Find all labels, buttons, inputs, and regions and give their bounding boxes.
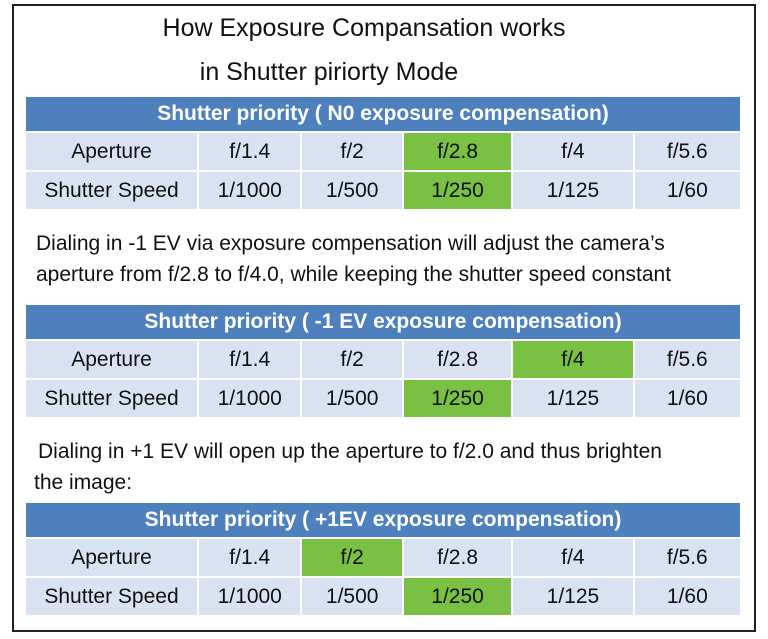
shutter-cell: 1/60	[634, 172, 741, 209]
table-minus-1-ev: Shutter priority ( -1 EV exposure compen…	[26, 305, 741, 417]
shutter-cell: 1/250	[403, 578, 512, 615]
shutter-cell: 1/1000	[199, 578, 301, 615]
shutter-speed-row: Shutter Speed 1/1000 1/500 1/250 1/125 1…	[26, 578, 741, 615]
paragraph-line: aperture from f/2.8 to f/4.0, while keep…	[36, 263, 672, 286]
shutter-cell: 1/500	[302, 578, 402, 615]
table-header: Shutter priority ( N0 exposure compensat…	[26, 97, 740, 131]
shutter-cell: 1/60	[634, 380, 741, 417]
aperture-cell: f/2	[302, 539, 402, 576]
aperture-cell: f/5.6	[634, 133, 741, 170]
shutter-cell: 1/125	[513, 380, 633, 417]
table-plus-1-ev: Shutter priority ( +1EV exposure compens…	[26, 503, 741, 615]
table-header: Shutter priority ( +1EV exposure compens…	[26, 503, 740, 537]
aperture-cell: f/2.8	[403, 539, 512, 576]
aperture-row: Aperture f/1.4 f/2 f/2.8 f/4 f/5.6	[26, 341, 741, 378]
aperture-cell: f/5.6	[634, 539, 741, 576]
shutter-cell: 1/125	[513, 172, 633, 209]
shutter-cell: 1/500	[302, 172, 402, 209]
table-header: Shutter priority ( -1 EV exposure compen…	[26, 305, 740, 339]
shutter-cell: 1/1000	[199, 380, 301, 417]
aperture-cell: f/2.8	[403, 341, 512, 378]
aperture-cell: f/2.8	[403, 133, 512, 170]
aperture-cell: f/5.6	[634, 341, 741, 378]
row-label: Aperture	[26, 341, 198, 378]
explanation-paragraph-2: Dialing in +1 EV will open up the apertu…	[34, 436, 662, 498]
shutter-speed-row: Shutter Speed 1/1000 1/500 1/250 1/125 1…	[26, 172, 741, 209]
aperture-cell: f/4	[513, 539, 633, 576]
row-label: Aperture	[26, 133, 198, 170]
aperture-row: Aperture f/1.4 f/2 f/2.8 f/4 f/5.6	[26, 539, 741, 576]
shutter-cell: 1/500	[302, 380, 402, 417]
aperture-cell: f/2	[302, 341, 402, 378]
aperture-row: Aperture f/1.4 f/2 f/2.8 f/4 f/5.6	[26, 133, 741, 170]
paragraph-line: Dialing in -1 EV via exposure compensati…	[36, 232, 665, 255]
shutter-cell: 1/250	[403, 380, 512, 417]
row-label: Shutter Speed	[26, 172, 198, 209]
aperture-cell: f/1.4	[199, 539, 301, 576]
row-label: Shutter Speed	[26, 380, 198, 417]
shutter-speed-row: Shutter Speed 1/1000 1/500 1/250 1/125 1…	[26, 380, 741, 417]
paragraph-line: the image:	[34, 471, 133, 494]
aperture-cell: f/4	[513, 341, 633, 378]
shutter-cell: 1/250	[403, 172, 512, 209]
explanation-paragraph-1: Dialing in -1 EV via exposure compensati…	[36, 228, 671, 290]
aperture-cell: f/2	[302, 133, 402, 170]
row-label: Aperture	[26, 539, 198, 576]
shutter-cell: 1/1000	[199, 172, 301, 209]
paragraph-line: Dialing in +1 EV will open up the apertu…	[38, 440, 662, 463]
shutter-cell: 1/60	[634, 578, 741, 615]
title-line-2: in Shutter piriorty Mode	[199, 58, 459, 86]
title-line-1: How Exposure Compansation works	[162, 14, 566, 42]
aperture-cell: f/1.4	[199, 341, 301, 378]
table-no-compensation: Shutter priority ( N0 exposure compensat…	[26, 97, 741, 209]
shutter-cell: 1/125	[513, 578, 633, 615]
aperture-cell: f/4	[513, 133, 633, 170]
aperture-cell: f/1.4	[199, 133, 301, 170]
row-label: Shutter Speed	[26, 578, 198, 615]
